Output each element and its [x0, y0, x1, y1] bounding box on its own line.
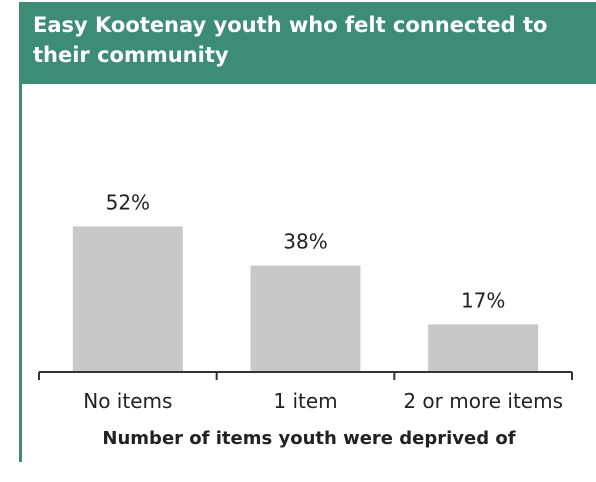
left-accent-rule — [19, 84, 22, 462]
chart-title: Easy Kootenay youth who felt connected t… — [33, 13, 548, 67]
value-label-1: 52% — [106, 190, 150, 214]
x-axis-title: Number of items youth were deprived of — [102, 428, 516, 449]
bars-layer — [72, 226, 539, 372]
value-labels-layer: 52% 38% 17% — [106, 190, 506, 312]
bar-3 — [428, 324, 539, 372]
value-label-3: 17% — [461, 288, 505, 312]
value-label-2: 38% — [283, 230, 327, 254]
x-axis-ticks — [38, 372, 573, 380]
bar-1 — [72, 226, 183, 372]
chart-header: Easy Kootenay youth who felt connected t… — [19, 2, 596, 84]
bar-2 — [250, 265, 361, 372]
category-label-3: 2 or more items — [403, 389, 563, 413]
category-labels-layer: No items 1 item 2 or more items — [83, 389, 563, 413]
category-label-2: 1 item — [273, 389, 337, 413]
category-label-1: No items — [83, 389, 172, 413]
